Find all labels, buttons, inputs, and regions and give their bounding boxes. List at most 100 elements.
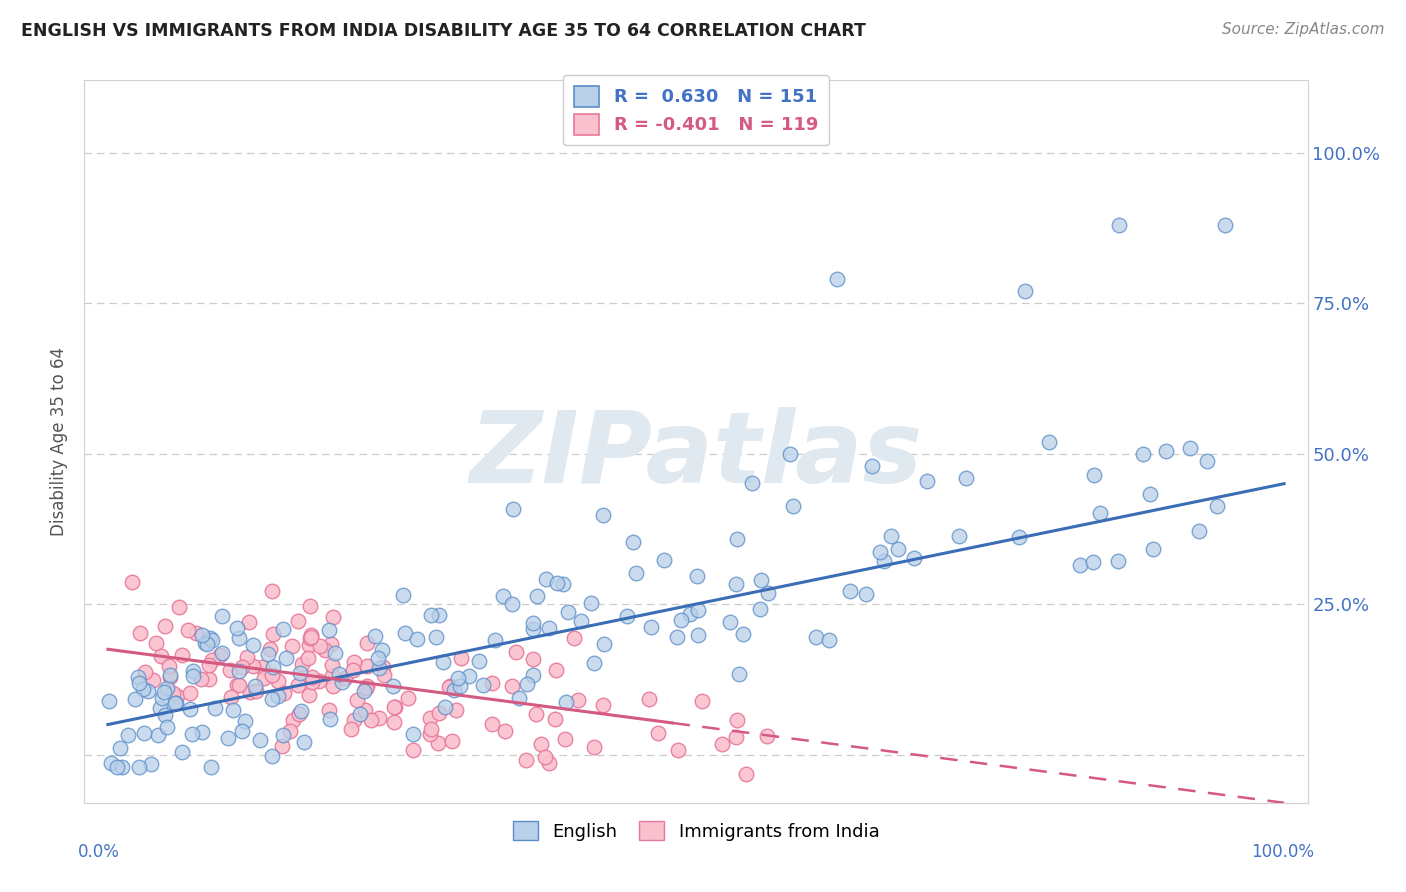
Point: [231, 660, 253, 674]
Point: [179, 685, 201, 699]
Point: [233, 714, 256, 728]
Point: [363, 629, 385, 643]
Point: [356, 679, 378, 693]
Point: [1205, 499, 1227, 513]
Point: [231, 723, 253, 738]
Point: [439, 679, 461, 693]
Point: [318, 703, 340, 717]
Point: [121, 575, 143, 590]
Point: [108, 741, 131, 756]
Point: [433, 700, 456, 714]
Point: [162, 686, 184, 700]
Point: [163, 696, 186, 710]
Point: [582, 656, 605, 670]
Point: [447, 671, 470, 685]
Point: [782, 499, 804, 513]
Point: [1132, 446, 1154, 460]
Point: [955, 471, 977, 485]
Point: [1038, 434, 1060, 449]
Point: [640, 620, 662, 634]
Point: [419, 727, 441, 741]
Point: [117, 728, 139, 742]
Point: [260, 691, 283, 706]
Point: [288, 665, 311, 680]
Point: [200, 631, 222, 645]
Point: [288, 706, 311, 721]
Point: [243, 679, 266, 693]
Text: 0.0%: 0.0%: [79, 843, 120, 861]
Point: [818, 632, 841, 647]
Point: [724, 577, 747, 591]
Point: [259, 641, 281, 656]
Point: [373, 668, 395, 682]
Point: [281, 639, 304, 653]
Point: [1213, 218, 1236, 232]
Point: [301, 670, 323, 684]
Point: [553, 576, 575, 591]
Point: [180, 727, 202, 741]
Point: [406, 632, 429, 646]
Point: [194, 635, 217, 649]
Point: [190, 672, 212, 686]
Point: [308, 674, 330, 689]
Point: [671, 613, 693, 627]
Point: [273, 686, 295, 700]
Point: [522, 652, 544, 666]
Point: [242, 659, 264, 673]
Point: [170, 745, 193, 759]
Point: [253, 671, 276, 685]
Point: [494, 724, 516, 739]
Point: [869, 545, 891, 559]
Point: [349, 706, 371, 721]
Point: [679, 607, 702, 622]
Point: [948, 529, 970, 543]
Point: [394, 625, 416, 640]
Point: [839, 584, 862, 599]
Point: [440, 734, 463, 748]
Point: [257, 647, 280, 661]
Point: [222, 703, 245, 717]
Point: [156, 681, 179, 695]
Point: [872, 553, 894, 567]
Point: [728, 667, 751, 681]
Point: [219, 663, 242, 677]
Point: [250, 660, 273, 674]
Text: 100.0%: 100.0%: [1251, 843, 1313, 861]
Point: [538, 756, 561, 770]
Point: [501, 679, 523, 693]
Point: [225, 621, 247, 635]
Point: [725, 730, 748, 744]
Point: [502, 501, 524, 516]
Point: [298, 638, 321, 652]
Point: [150, 691, 173, 706]
Point: [756, 729, 779, 743]
Point: [1069, 558, 1091, 573]
Point: [292, 735, 315, 749]
Point: [228, 664, 250, 678]
Point: [360, 713, 382, 727]
Point: [1142, 541, 1164, 556]
Point: [749, 574, 772, 588]
Point: [735, 767, 758, 781]
Point: [505, 645, 527, 659]
Point: [281, 713, 304, 727]
Point: [1178, 441, 1201, 455]
Point: [592, 508, 614, 522]
Point: [544, 664, 567, 678]
Text: Source: ZipAtlas.com: Source: ZipAtlas.com: [1222, 22, 1385, 37]
Point: [756, 585, 779, 599]
Point: [165, 696, 187, 710]
Point: [444, 703, 467, 717]
Point: [686, 568, 709, 582]
Point: [176, 624, 198, 638]
Point: [134, 665, 156, 679]
Point: [522, 615, 544, 630]
Point: [425, 631, 447, 645]
Point: [382, 699, 405, 714]
Point: [127, 670, 149, 684]
Point: [346, 693, 368, 707]
Point: [322, 679, 344, 693]
Point: [458, 669, 481, 683]
Point: [128, 626, 150, 640]
Point: [530, 737, 553, 751]
